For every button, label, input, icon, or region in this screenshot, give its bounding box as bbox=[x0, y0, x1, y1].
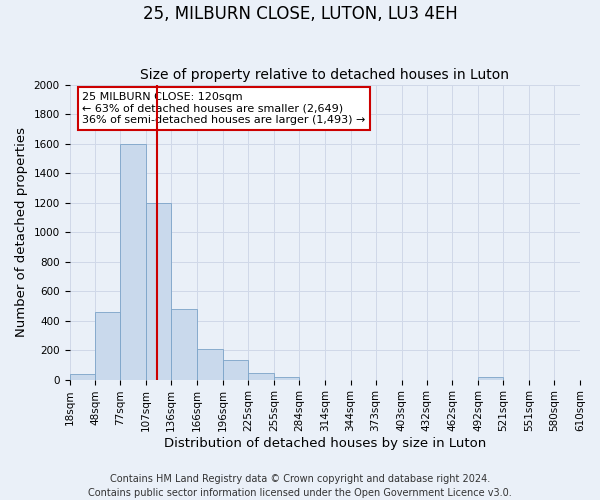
Bar bbox=[70, 374, 95, 380]
Text: 25 MILBURN CLOSE: 120sqm
← 63% of detached houses are smaller (2,649)
36% of sem: 25 MILBURN CLOSE: 120sqm ← 63% of detach… bbox=[82, 92, 365, 125]
Bar bbox=[95, 312, 121, 380]
Text: 25, MILBURN CLOSE, LUTON, LU3 4EH: 25, MILBURN CLOSE, LUTON, LU3 4EH bbox=[143, 5, 457, 23]
Bar bbox=[223, 360, 248, 380]
Y-axis label: Number of detached properties: Number of detached properties bbox=[15, 127, 28, 337]
Bar bbox=[171, 309, 197, 380]
Bar bbox=[274, 376, 299, 380]
X-axis label: Distribution of detached houses by size in Luton: Distribution of detached houses by size … bbox=[164, 437, 486, 450]
Bar bbox=[248, 373, 274, 380]
Bar bbox=[197, 348, 223, 380]
Bar bbox=[478, 376, 503, 380]
Bar bbox=[146, 202, 171, 380]
Title: Size of property relative to detached houses in Luton: Size of property relative to detached ho… bbox=[140, 68, 509, 82]
Bar bbox=[121, 144, 146, 380]
Text: Contains HM Land Registry data © Crown copyright and database right 2024.
Contai: Contains HM Land Registry data © Crown c… bbox=[88, 474, 512, 498]
